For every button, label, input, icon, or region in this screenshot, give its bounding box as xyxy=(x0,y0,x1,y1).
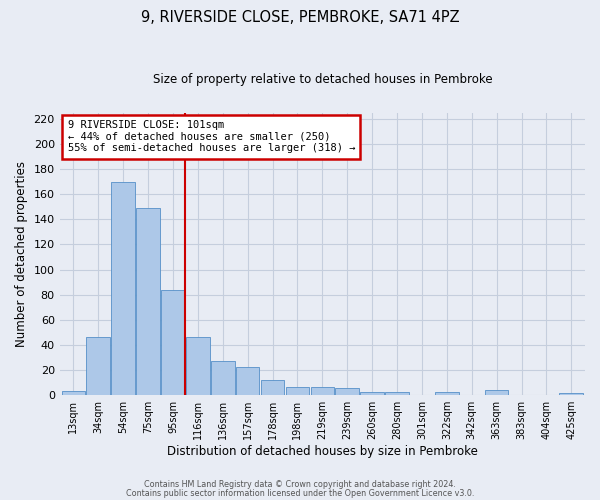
Bar xyxy=(335,388,359,394)
Bar xyxy=(112,182,135,394)
Bar xyxy=(261,380,284,394)
Title: Size of property relative to detached houses in Pembroke: Size of property relative to detached ho… xyxy=(152,72,492,86)
Bar xyxy=(186,337,209,394)
Bar xyxy=(286,387,309,394)
Bar xyxy=(435,392,458,394)
Bar xyxy=(136,208,160,394)
Y-axis label: Number of detached properties: Number of detached properties xyxy=(15,161,28,347)
Text: Contains HM Land Registry data © Crown copyright and database right 2024.: Contains HM Land Registry data © Crown c… xyxy=(144,480,456,489)
Text: Contains public sector information licensed under the Open Government Licence v3: Contains public sector information licen… xyxy=(126,488,474,498)
Text: 9 RIVERSIDE CLOSE: 101sqm
← 44% of detached houses are smaller (250)
55% of semi: 9 RIVERSIDE CLOSE: 101sqm ← 44% of detac… xyxy=(68,120,355,154)
Bar xyxy=(86,337,110,394)
Bar xyxy=(311,387,334,394)
Bar xyxy=(161,290,185,395)
Bar xyxy=(385,392,409,394)
Bar xyxy=(211,361,235,394)
Bar xyxy=(485,390,508,394)
Bar xyxy=(62,391,85,394)
Bar xyxy=(361,392,384,394)
Text: 9, RIVERSIDE CLOSE, PEMBROKE, SA71 4PZ: 9, RIVERSIDE CLOSE, PEMBROKE, SA71 4PZ xyxy=(140,10,460,25)
X-axis label: Distribution of detached houses by size in Pembroke: Distribution of detached houses by size … xyxy=(167,444,478,458)
Bar xyxy=(236,367,259,394)
